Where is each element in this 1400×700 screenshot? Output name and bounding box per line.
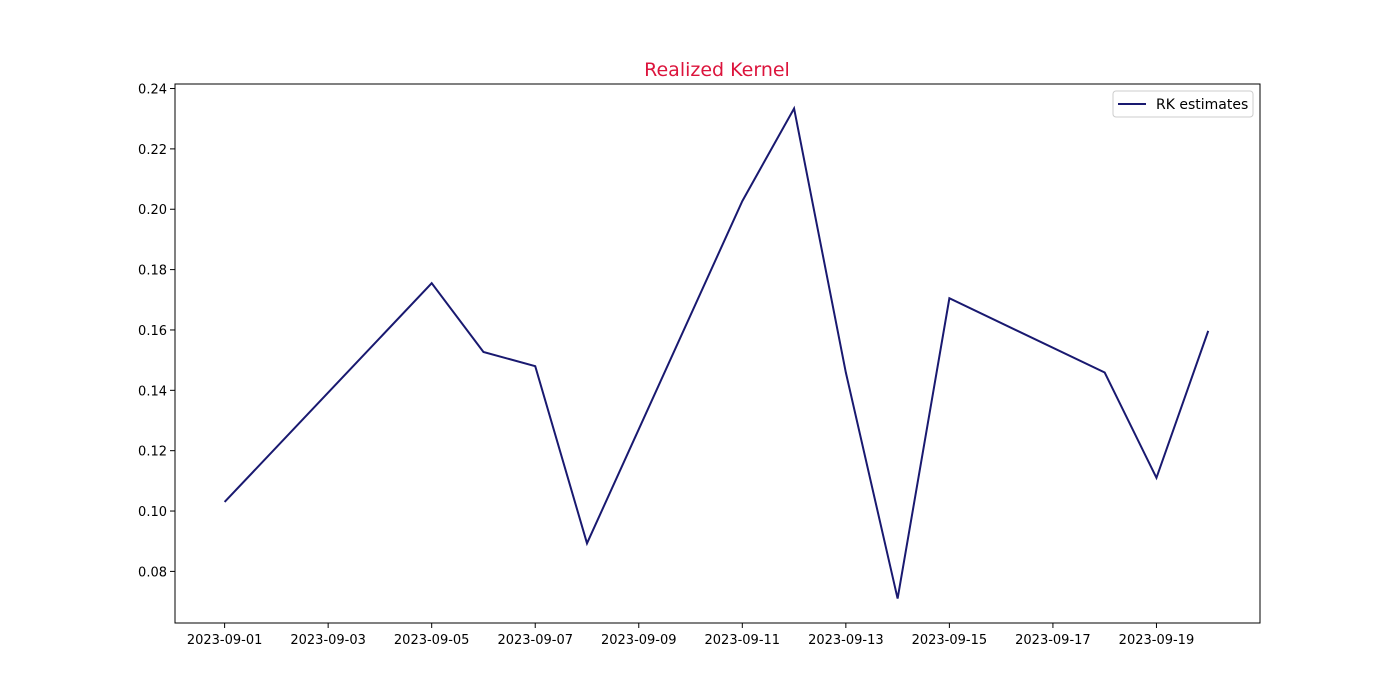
- y-tick-label: 0.22: [138, 143, 167, 158]
- x-tick-label: 2023-09-15: [912, 633, 988, 648]
- x-tick-label: 2023-09-17: [1015, 633, 1091, 648]
- legend-label: RK estimates: [1156, 97, 1248, 113]
- y-tick-label: 0.12: [138, 445, 167, 460]
- x-tick-label: 2023-09-13: [808, 633, 884, 648]
- y-tick-label: 0.16: [138, 324, 167, 339]
- y-tick-label: 0.24: [138, 83, 167, 98]
- x-tick-label: 2023-09-11: [705, 633, 781, 648]
- x-tick-label: 2023-09-05: [394, 633, 470, 648]
- y-tick-label: 0.08: [138, 565, 167, 580]
- x-tick-label: 2023-09-19: [1119, 633, 1195, 648]
- y-tick-label: 0.14: [138, 384, 167, 399]
- x-tick-label: 2023-09-03: [290, 633, 366, 648]
- legend: RK estimates: [1112, 90, 1254, 118]
- legend-box: [1112, 90, 1254, 118]
- series-line-rk-estimates: [223, 105, 1210, 599]
- x-tick-label: 2023-09-09: [601, 633, 677, 648]
- x-tick-label: 2023-09-01: [187, 633, 263, 648]
- chart-title: Realized Kernel: [644, 59, 790, 81]
- y-tick-label: 0.20: [138, 203, 167, 218]
- y-tick-label: 0.10: [138, 505, 167, 520]
- plot-area: [174, 83, 1261, 624]
- y-tick-label: 0.18: [138, 264, 167, 279]
- axis-ticks: 2023-09-01 2023-09-03 2023-09-05 2023-09-07…: [138, 83, 1194, 648]
- x-tick-label: 2023-09-07: [497, 633, 573, 648]
